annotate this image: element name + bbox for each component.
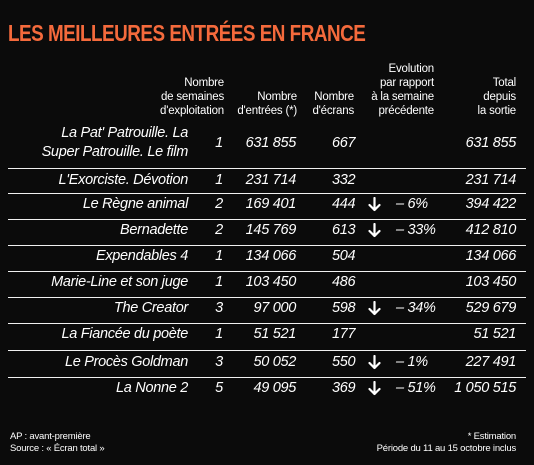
weeks-count: 2 — [215, 222, 223, 238]
film-title: La Nonne 2 — [116, 380, 188, 396]
footer-source: Source : « Écran total » — [10, 443, 105, 454]
film-title: La Fiancée du poète — [61, 326, 188, 342]
footer-estimation: * Estimation — [467, 431, 516, 442]
screens-count: 550 — [332, 354, 356, 370]
evolution-value: – 33% — [396, 222, 436, 238]
total-count: 134 066 — [465, 248, 517, 264]
film-title: Marie-Line et son juge — [51, 274, 188, 290]
header-entries: Nombre d'entrées (*) — [237, 91, 297, 117]
total-count: 1 050 515 — [454, 380, 516, 396]
screens-count: 613 — [332, 222, 356, 238]
evolution-value: – 1% — [396, 354, 428, 370]
screens-count: 598 — [332, 300, 356, 316]
evolution-value: – 51% — [396, 380, 436, 396]
screens-count: 504 — [332, 248, 356, 264]
weeks-count: 3 — [215, 354, 223, 370]
entries-count: 134 066 — [245, 248, 297, 264]
row-separator — [8, 168, 526, 169]
total-count: 227 491 — [465, 354, 517, 370]
weeks-count: 1 — [215, 135, 223, 151]
header-weeks: Nombre de semaines d'exploitation — [160, 77, 224, 117]
weeks-count: 1 — [215, 274, 223, 290]
weeks-count: 3 — [215, 300, 223, 316]
header-total: Total depuis la sortie — [477, 77, 517, 117]
weeks-count: 2 — [215, 196, 223, 212]
row-separator — [8, 377, 526, 378]
table-row: Le Règne animal 2 169 401 444 – 6% 394 422 — [0, 196, 534, 216]
film-title: Bernadette — [120, 222, 188, 238]
screens-count: 177 — [332, 326, 356, 342]
table-row: Bernadette 2 145 769 613 – 33% 412 810 — [0, 222, 534, 242]
film-title: Le Règne animal — [82, 196, 188, 212]
film-title: La Pat' Patrouille. La Super Patrouille.… — [41, 125, 189, 160]
film-title: The Creator — [113, 300, 188, 316]
footer-period: Période du 11 au 15 octobre inclus — [376, 443, 517, 454]
total-count: 631 855 — [465, 135, 517, 151]
evolution-value: – 6% — [396, 196, 428, 212]
down-arrow-icon — [368, 222, 382, 242]
film-title: L'Exorciste. Dévotion — [58, 172, 189, 188]
screens-count: 667 — [332, 135, 356, 151]
film-title: Le Procès Goldman — [64, 354, 188, 370]
entries-count: 50 052 — [253, 354, 296, 370]
entries-count: 169 401 — [245, 196, 297, 212]
entries-count: 231 714 — [245, 172, 297, 188]
screens-count: 486 — [332, 274, 356, 290]
screens-count: 444 — [332, 196, 356, 212]
row-separator — [8, 271, 526, 272]
entries-count: 631 855 — [245, 135, 297, 151]
weeks-count: 5 — [215, 380, 223, 396]
entries-count: 145 769 — [245, 222, 297, 238]
row-separator — [8, 323, 526, 324]
total-count: 103 450 — [465, 274, 517, 290]
table-row: La Fiancée du poète 1 51 521 177 51 521 — [0, 326, 534, 346]
table-row: Expendables 4 1 134 066 504 134 066 — [0, 248, 534, 268]
row-separator — [8, 245, 526, 246]
entries-count: 51 521 — [253, 326, 296, 342]
table-row: Marie-Line et son juge 1 103 450 486 103 450 — [0, 274, 534, 294]
down-arrow-icon — [368, 300, 382, 320]
screens-count: 369 — [332, 380, 356, 396]
total-count: 412 810 — [465, 222, 517, 238]
row-separator — [8, 297, 526, 298]
down-arrow-icon — [368, 380, 382, 400]
row-separator — [8, 350, 526, 351]
screens-count: 332 — [332, 172, 356, 188]
table-row: La Pat' Patrouille. La Super Patrouille.… — [0, 124, 534, 168]
evolution-value: – 34% — [396, 300, 436, 316]
entries-count: 103 450 — [245, 274, 297, 290]
entries-count: 97 000 — [253, 300, 296, 316]
down-arrow-icon — [368, 196, 382, 216]
total-count: 394 422 — [465, 196, 517, 212]
total-count: 529 679 — [465, 300, 517, 316]
table-row: La Nonne 2 5 49 095 369 – 51% 1 050 515 — [0, 380, 534, 400]
table-row: Le Procès Goldman 3 50 052 550 – 1% 227 491 — [0, 354, 534, 374]
row-separator — [8, 193, 526, 194]
total-count: 51 521 — [473, 326, 516, 342]
film-title: Expendables 4 — [95, 248, 188, 264]
table-row: The Creator 3 97 000 598 – 34% 529 679 — [0, 300, 534, 320]
footer-note-ap: AP : avant-première — [10, 431, 91, 442]
weeks-count: 1 — [215, 172, 223, 188]
header-screens: Nombre d'écrans — [312, 91, 354, 117]
row-separator — [8, 219, 526, 220]
page-title: LES MEILLEURES ENTRÉES EN FRANCE — [8, 20, 366, 46]
entries-count: 49 095 — [253, 380, 296, 396]
weeks-count: 1 — [215, 248, 223, 264]
total-count: 231 714 — [465, 172, 517, 188]
down-arrow-icon — [368, 354, 382, 374]
table-row: L'Exorciste. Dévotion 1 231 714 332 231 714 — [0, 172, 534, 192]
header-evolution: Evolution par rapport à la semaine précé… — [371, 63, 434, 117]
weeks-count: 1 — [215, 326, 223, 342]
